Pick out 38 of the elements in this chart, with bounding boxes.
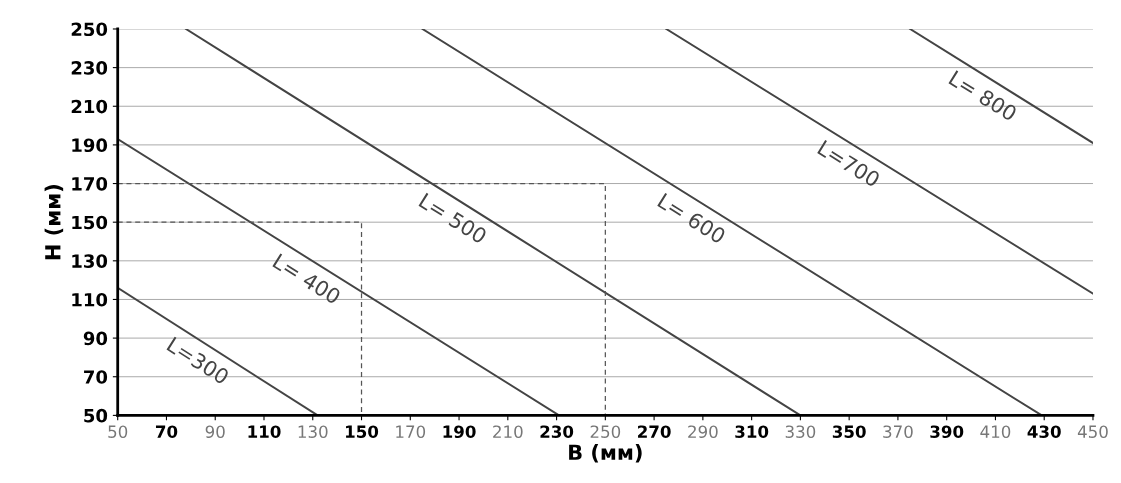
x-tick-label: 330	[785, 425, 816, 438]
x-tick-label: 450	[1077, 425, 1108, 438]
x-tick-label: 70	[155, 425, 178, 438]
x-tick-label: 430	[1027, 425, 1061, 438]
x-tick-label: 410	[980, 425, 1011, 438]
x-tick-label: 290	[688, 425, 718, 438]
y-tick-label: 70	[84, 370, 108, 384]
text: L= 500	[418, 192, 488, 245]
x-tick-label: 210	[493, 425, 523, 438]
x-tick-label: 270	[638, 425, 671, 438]
x-tick-label: 170	[396, 425, 426, 438]
x-tick-label: 110	[248, 425, 281, 438]
y-tick-label: 230	[71, 61, 108, 75]
y-tick-label: 50	[84, 408, 108, 423]
x-tick-label: 350	[832, 425, 866, 438]
y-tick-label: 130	[72, 254, 108, 268]
y-tick-label: 250	[71, 22, 108, 37]
x-tick-label: 130	[298, 425, 328, 438]
x-tick-label: 190	[443, 425, 476, 438]
y-tick-label: 110	[72, 292, 108, 307]
x-tick-label: 370	[883, 425, 913, 438]
text: L= 800	[948, 70, 1018, 122]
y-tick-label: 210	[71, 99, 108, 114]
x-tick-label: 310	[735, 425, 769, 438]
text: L= 400	[272, 253, 342, 305]
x-tick-label: 230	[540, 425, 574, 438]
text: L= 600	[657, 192, 727, 245]
y-tick-label: 90	[83, 331, 108, 346]
y-tick-label: 190	[72, 138, 108, 153]
y-axis-title: H (мм)	[44, 185, 64, 260]
x-tick-label: 250	[590, 425, 621, 438]
x-tick-label: 390	[930, 425, 964, 438]
x-tick-label: 90	[205, 425, 225, 438]
x-tick-label: 150	[346, 425, 379, 438]
y-tick-label: 150	[72, 215, 108, 230]
x-axis-title: B (мм)	[569, 444, 642, 463]
y-tick-label: 170	[72, 177, 108, 191]
x-tick-label: 50	[108, 425, 128, 438]
